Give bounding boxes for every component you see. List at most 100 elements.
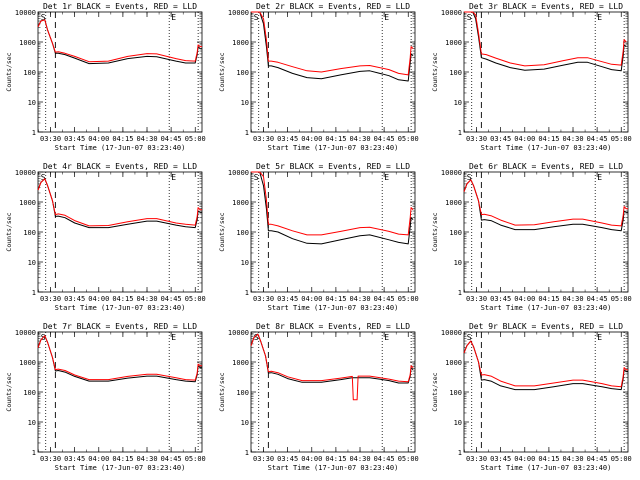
y-tick-label: 10 (241, 259, 249, 267)
x-tick-label: 04:15 (112, 295, 133, 303)
y-tick-label: 10 (241, 419, 249, 427)
y-tick-label: 100 (23, 389, 36, 397)
y-tick-label: 1 (32, 289, 36, 297)
chart-title: Det 7r BLACK = Events, RED = LLD (43, 322, 197, 331)
x-tick-label: 05:00 (611, 135, 632, 143)
x-tick-label: 03:30 (253, 455, 274, 463)
chart-panel-9: Det 9r BLACK = Events, RED = LLD 1 10 100 10… (431, 322, 632, 472)
series-line-lld (463, 179, 628, 227)
x-tick-label: 03:30 (40, 455, 61, 463)
end-marker-label: E (384, 13, 389, 22)
y-tick-label: 10000 (15, 9, 36, 17)
x-tick-label: 04:30 (136, 455, 157, 463)
y-tick-label: 10 (28, 259, 36, 267)
x-tick-label: 04:00 (88, 295, 109, 303)
chart-title: Det 8r BLACK = Events, RED = LLD (256, 322, 410, 331)
y-tick-label: 100 (236, 389, 249, 397)
x-tick-label: 03:30 (40, 295, 61, 303)
x-axis-label: Start Time (17-Jun-07 03:23:40) (481, 144, 612, 152)
x-tick-label: 05:00 (398, 295, 419, 303)
y-tick-label: 100 (23, 69, 36, 77)
y-tick-label: 1000 (445, 39, 462, 47)
chart-title: Det 4r BLACK = Events, RED = LLD (43, 162, 197, 171)
start-marker-label: S (467, 173, 472, 182)
x-tick-label: 04:15 (325, 295, 346, 303)
x-axis-label: Start Time (17-Jun-07 03:23:40) (481, 304, 612, 312)
y-tick-label: 1000 (232, 39, 249, 47)
end-marker-label: E (384, 333, 389, 342)
y-axis-label: Counts/sec (5, 212, 13, 251)
series-line-lld (250, 333, 414, 401)
x-tick-label: 04:00 (301, 135, 322, 143)
y-tick-label: 1 (32, 449, 36, 457)
y-tick-label: 100 (236, 229, 249, 237)
x-tick-label: 03:30 (466, 295, 487, 303)
x-tick-label: 04:30 (349, 455, 370, 463)
y-axis-label: Counts/sec (218, 372, 226, 411)
series-line-events (464, 11, 627, 72)
end-marker-label: E (171, 13, 176, 22)
end-marker-label: E (384, 173, 389, 182)
y-tick-label: 100 (449, 389, 462, 397)
x-tick-label: 04:45 (587, 135, 608, 143)
y-tick-label: 1 (245, 449, 249, 457)
x-axis-label: Start Time (17-Jun-07 03:23:40) (481, 464, 612, 472)
y-tick-label: 1000 (19, 39, 36, 47)
y-tick-label: 10 (241, 99, 249, 107)
x-tick-label: 04:30 (562, 455, 583, 463)
x-tick-label: 04:30 (136, 135, 157, 143)
chart-panel-5: Det 5r BLACK = Events, RED = LLD 1 10 100 10… (218, 162, 419, 312)
chart-panel-1: Det 1r BLACK = Events, RED = LLD 1 10 100 10… (5, 2, 206, 152)
y-tick-label: 10000 (228, 329, 249, 337)
plot-frame (37, 171, 203, 293)
x-tick-label: 03:30 (466, 455, 487, 463)
chart-panel-7: Det 7r BLACK = Events, RED = LLD 1 10 100 10… (5, 322, 206, 472)
x-axis-label: Start Time (17-Jun-07 03:23:40) (268, 304, 399, 312)
start-marker-label: S (254, 173, 259, 182)
x-tick-label: 04:15 (112, 455, 133, 463)
start-marker-label: S (467, 333, 472, 342)
x-tick-label: 03:30 (40, 135, 61, 143)
end-marker-label: E (597, 333, 602, 342)
chart-panel-8: Det 8r BLACK = Events, RED = LLD 1 10 100 10… (218, 322, 419, 472)
x-tick-label: 03:30 (253, 295, 274, 303)
x-tick-label: 05:00 (185, 455, 206, 463)
x-tick-label: 03:30 (466, 135, 487, 143)
x-tick-label: 04:00 (514, 135, 535, 143)
start-marker-label: S (41, 173, 46, 182)
series-line-events (251, 11, 414, 82)
x-tick-label: 04:30 (349, 295, 370, 303)
end-marker-label: E (171, 333, 176, 342)
x-tick-label: 04:00 (301, 295, 322, 303)
x-tick-label: 05:00 (398, 455, 419, 463)
chart-title: Det 5r BLACK = Events, RED = LLD (256, 162, 410, 171)
chart-title: Det 1r BLACK = Events, RED = LLD (43, 2, 197, 11)
x-tick-label: 03:45 (64, 455, 85, 463)
x-tick-label: 03:45 (64, 295, 85, 303)
x-tick-label: 04:30 (349, 135, 370, 143)
chart-panel-4: Det 4r BLACK = Events, RED = LLD 1 10 100 10… (5, 162, 206, 312)
series-line-lld (251, 171, 414, 236)
plot-frame (250, 11, 416, 133)
y-axis-label: Counts/sec (431, 372, 439, 411)
chart-panel-6: Det 6r BLACK = Events, RED = LLD 1 10 100 10… (431, 162, 632, 312)
x-tick-label: 04:45 (374, 455, 395, 463)
series-line-events (37, 335, 202, 383)
x-tick-label: 05:00 (611, 295, 632, 303)
x-tick-label: 05:00 (398, 135, 419, 143)
end-marker-label: E (597, 173, 602, 182)
x-tick-label: 04:00 (301, 455, 322, 463)
x-tick-label: 03:45 (490, 135, 511, 143)
series-line-lld (37, 178, 202, 227)
x-tick-label: 04:15 (538, 135, 559, 143)
y-tick-label: 1000 (445, 199, 462, 207)
y-tick-label: 10000 (228, 9, 249, 17)
series-line-events (463, 340, 628, 391)
y-tick-label: 10 (28, 419, 36, 427)
y-tick-label: 1 (458, 289, 462, 297)
start-marker-label: S (254, 333, 259, 342)
x-tick-label: 04:45 (374, 135, 395, 143)
chart-panel-2: Det 2r BLACK = Events, RED = LLD 1 10 100 10… (218, 2, 419, 152)
x-tick-label: 04:00 (88, 455, 109, 463)
plot-frame (463, 11, 629, 133)
